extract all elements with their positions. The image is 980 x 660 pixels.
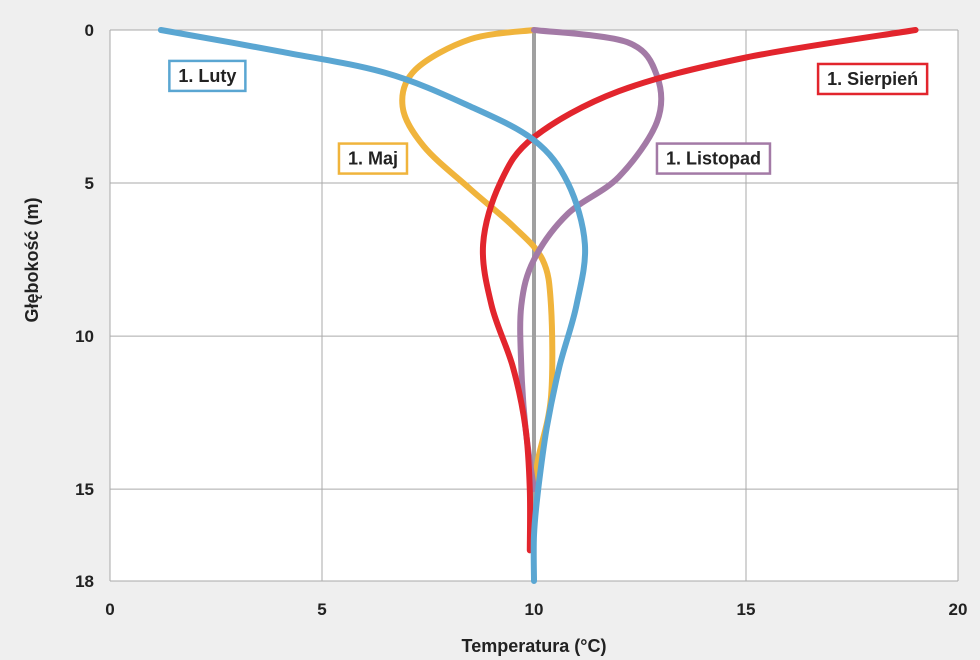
series-group <box>157 27 919 584</box>
y-tick-label: 10 <box>75 327 94 346</box>
series-label-box: 1. Maj <box>337 142 409 175</box>
y-axis-title: Głębokość (m) <box>22 197 42 322</box>
x-axis-title: Temperatura (°C) <box>462 636 607 656</box>
series-label-box: 1. Listopad <box>655 142 772 175</box>
series-labels: 1. Luty 1. Maj 1. Listopad 1. Sierpień <box>168 59 929 175</box>
series-label-border <box>655 142 772 175</box>
series-label-border <box>168 59 247 93</box>
series-line-1-luty <box>157 27 589 584</box>
y-tick-label: 0 <box>85 21 94 40</box>
y-tick-label: 5 <box>85 174 94 193</box>
series-label-border <box>337 142 409 175</box>
series-label-box: 1. Luty <box>168 59 247 93</box>
x-tick-label: 10 <box>525 600 544 619</box>
y-tick-label: 15 <box>75 480 94 499</box>
series-label-text: 1. Maj <box>348 149 398 169</box>
series-label-box: 1. Sierpień <box>816 62 929 96</box>
series-label-text: 1. Luty <box>178 66 236 86</box>
x-tick-label: 0 <box>105 600 114 619</box>
x-tick-label: 20 <box>949 600 968 619</box>
tick-labels: 0 5 10 15 20 0 5 10 15 18 <box>75 21 967 619</box>
y-tick-label: 18 <box>75 572 94 591</box>
series-line-1-listopad <box>517 27 665 493</box>
series-label-text: 1. Sierpień <box>827 69 918 89</box>
series-label-text: 1. Listopad <box>666 149 761 169</box>
x-tick-label: 15 <box>737 600 756 619</box>
x-tick-label: 5 <box>317 600 326 619</box>
series-line-1-sierpie <box>479 27 919 554</box>
series-label-border <box>816 62 929 96</box>
